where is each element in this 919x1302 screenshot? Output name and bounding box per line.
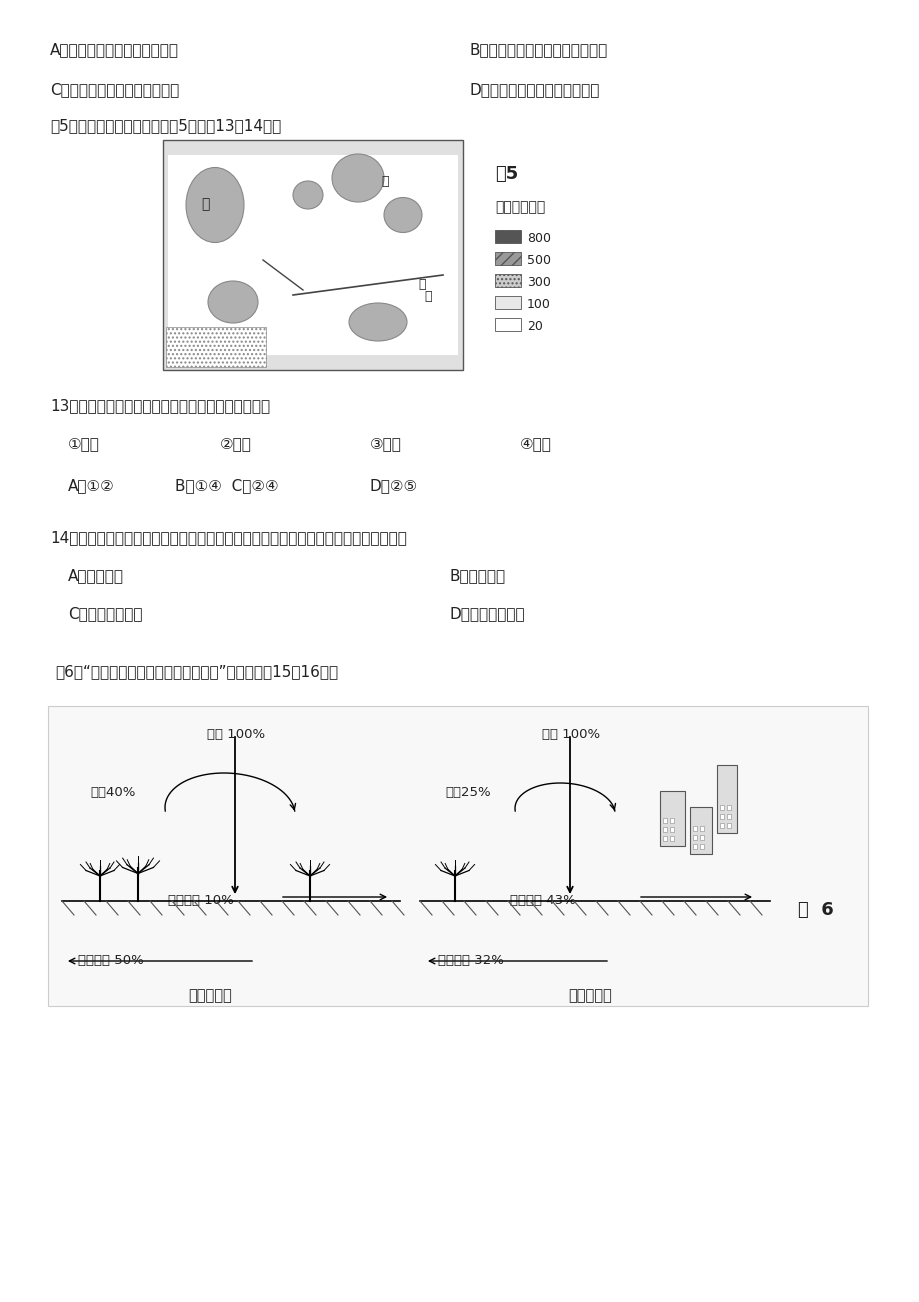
Text: 人口密度／人: 人口密度／人: [494, 201, 545, 214]
FancyBboxPatch shape: [494, 230, 520, 243]
Text: ③降水: ③降水: [369, 436, 402, 450]
Text: D．水陆交通枢纽: D．水陆交通枢纽: [449, 605, 525, 621]
Text: 江: 江: [424, 290, 431, 303]
Bar: [692, 844, 697, 849]
Bar: [669, 818, 674, 823]
Ellipse shape: [186, 168, 244, 242]
Text: ④地形: ④地形: [519, 436, 551, 450]
Text: A．与当地产业发展方向不一致: A．与当地产业发展方向不一致: [50, 42, 179, 57]
Text: 图6是“某城市建设前后水量平衡示意图”，读图回畇15～16题。: 图6是“某城市建设前后水量平衡示意图”，读图回畇15～16题。: [55, 664, 338, 680]
Text: 800: 800: [527, 232, 550, 245]
Text: 地面径流 10%: 地面径流 10%: [168, 894, 233, 907]
FancyBboxPatch shape: [494, 318, 520, 331]
Bar: [692, 825, 697, 831]
Text: 甲: 甲: [200, 197, 210, 211]
Bar: [689, 807, 711, 854]
FancyBboxPatch shape: [494, 296, 520, 309]
Bar: [699, 825, 703, 831]
Ellipse shape: [383, 198, 422, 233]
Ellipse shape: [208, 281, 257, 323]
Text: 100: 100: [527, 298, 550, 311]
Ellipse shape: [292, 181, 323, 210]
Text: 降水 100%: 降水 100%: [541, 728, 599, 741]
Text: B．不具有在其他地区推广的价値: B．不具有在其他地区推广的价値: [470, 42, 607, 57]
Text: ①纬度: ①纬度: [68, 436, 100, 450]
Text: 降水 100%: 降水 100%: [207, 728, 265, 741]
Bar: [726, 823, 731, 828]
Bar: [669, 827, 674, 832]
Ellipse shape: [348, 303, 406, 341]
Bar: [726, 805, 731, 810]
Text: D．②⑤: D．②⑤: [369, 478, 417, 493]
Text: 蔑发25%: 蔑发25%: [445, 786, 490, 799]
Text: 13．该地区人口密度差异的主要影响因素有（　　）: 13．该地区人口密度差异的主要影响因素有（ ）: [50, 398, 270, 413]
Text: C．与现代农业发展要求不相符: C．与现代农业发展要求不相符: [50, 82, 179, 98]
Bar: [659, 792, 685, 846]
Text: C．陆路交通方便: C．陆路交通方便: [68, 605, 142, 621]
Text: 图5: 图5: [494, 165, 517, 184]
FancyBboxPatch shape: [168, 155, 458, 355]
Text: 图5示意某地区人口密度。读图5，完成13～14题。: 图5示意某地区人口密度。读图5，完成13～14题。: [50, 118, 281, 133]
Bar: [720, 814, 723, 819]
Bar: [663, 818, 666, 823]
FancyBboxPatch shape: [48, 706, 867, 1006]
Bar: [720, 805, 723, 810]
Bar: [699, 844, 703, 849]
Text: 乙: 乙: [380, 174, 388, 187]
Text: D．不适应当地水热条件的变化: D．不适应当地水热条件的变化: [470, 82, 600, 98]
Text: 长: 长: [417, 279, 425, 292]
Bar: [669, 836, 674, 841]
Text: B．①④  C．②④: B．①④ C．②④: [175, 478, 278, 493]
Bar: [692, 835, 697, 840]
Text: ②河流: ②河流: [220, 436, 252, 450]
FancyBboxPatch shape: [165, 327, 266, 367]
Text: 500: 500: [527, 254, 550, 267]
FancyBboxPatch shape: [494, 253, 520, 266]
Text: A．地形平坦: A．地形平坦: [68, 568, 124, 583]
Text: 20: 20: [527, 320, 542, 333]
Text: 地下径流 50%: 地下径流 50%: [78, 954, 143, 967]
Text: 300: 300: [527, 276, 550, 289]
Text: 蔑发40%: 蔑发40%: [90, 786, 135, 799]
Bar: [663, 827, 666, 832]
Bar: [663, 836, 666, 841]
Text: 城市建设前: 城市建设前: [187, 988, 232, 1003]
Bar: [726, 814, 731, 819]
Bar: [716, 766, 736, 833]
Text: 地下径流 32%: 地下径流 32%: [437, 954, 504, 967]
Ellipse shape: [332, 154, 383, 202]
FancyBboxPatch shape: [494, 273, 520, 286]
Text: B．水源充足: B．水源充足: [449, 568, 505, 583]
Text: A．①②: A．①②: [68, 478, 115, 493]
Text: 14．甲、乙两地都形成了特大城市，与甲地相比，乙地形成城市的区位优势是（　　）: 14．甲、乙两地都形成了特大城市，与甲地相比，乙地形成城市的区位优势是（ ）: [50, 530, 406, 546]
Text: 图  6: 图 6: [797, 901, 833, 919]
FancyBboxPatch shape: [163, 141, 462, 370]
Bar: [720, 823, 723, 828]
Bar: [699, 835, 703, 840]
Text: 城市建设后: 城市建设后: [568, 988, 611, 1003]
Text: 地面径流 43%: 地面径流 43%: [509, 894, 575, 907]
